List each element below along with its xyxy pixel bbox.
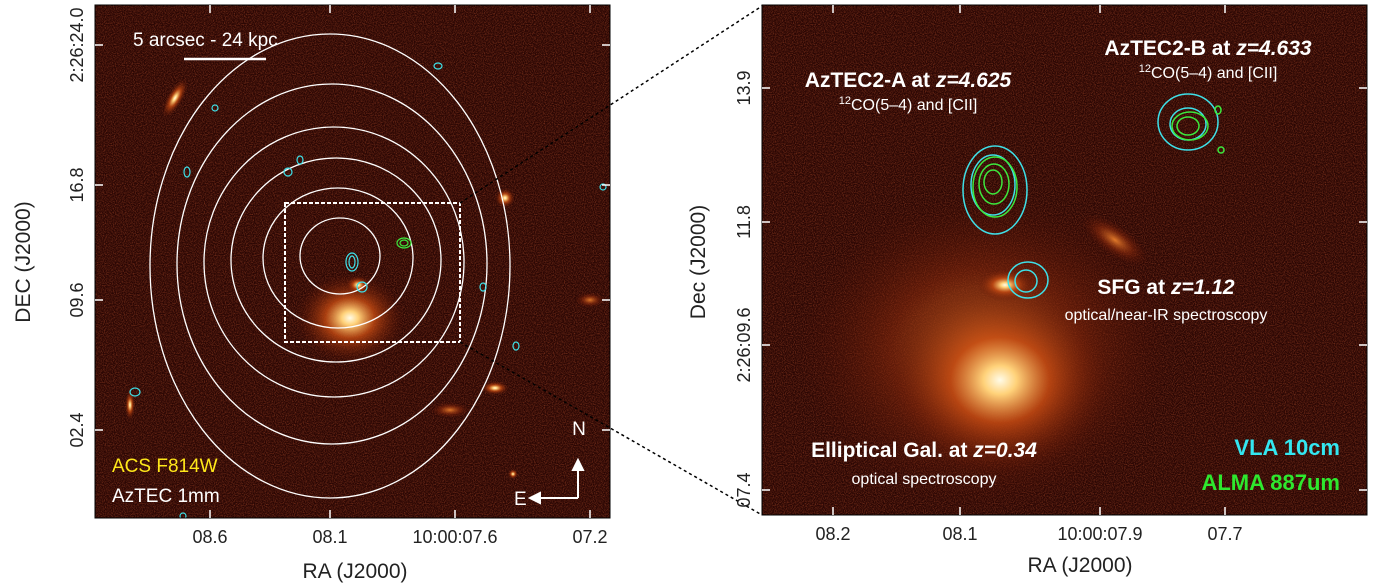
compass-north: N (572, 419, 586, 440)
x-axis-label: RA (J2000) (1027, 554, 1132, 577)
y-tick-label: 02.4 (67, 412, 87, 447)
aztec-contour (299, 217, 381, 295)
compass (527, 457, 585, 505)
x-tick-label: 07.2 (572, 527, 607, 547)
x-tick-label: 08.6 (192, 527, 227, 547)
x-axis-label: RA (J2000) (302, 560, 407, 583)
galaxy (125, 390, 135, 420)
x-tick-label: 08.1 (942, 524, 977, 544)
x-tick-label: 08.2 (815, 524, 850, 544)
zoom-box (284, 202, 461, 343)
galaxy (481, 381, 509, 395)
legend-item: AzTEC 1mm (112, 486, 220, 507)
y-tick-label: 11.8 (734, 205, 754, 239)
alma-contours (972, 105, 1225, 218)
source-note: optical spectroscopy (852, 471, 997, 488)
source-lines: 12CO(5–4) and [CII] (1139, 63, 1278, 82)
aztec-contour (230, 157, 442, 363)
source-label: Elliptical Gal. at z=0.34 (811, 439, 1037, 462)
noise (95, 5, 610, 518)
y-axis-label: Dec (J2000) (687, 205, 710, 319)
source-lines: 12CO(5–4) and [CII] (839, 95, 978, 114)
left-image (95, 5, 610, 518)
right-image (762, 5, 1367, 515)
galaxy (430, 402, 470, 418)
elliptical-galaxy (890, 285, 1110, 475)
right-ticks: 08.2 08.1 10:00:07.9 07.7 13.9 11.8 2:26:09.6 0… (734, 5, 1367, 544)
left-ticks: 08.6 08.1 10:00:07.6 07.2 2:26:24.0 16.8 09.6 0… (67, 5, 610, 547)
scale-label: 5 arcsec - 24 kpc (133, 30, 278, 51)
elliptical-galaxy (295, 273, 405, 363)
vla-contours (129, 62, 607, 518)
right-frame (761, 4, 1368, 516)
aztec-contour (262, 187, 414, 329)
source-note: optical/near-IR spectroscopy (1065, 307, 1268, 324)
x-tick-label: 10:00:07.6 (412, 527, 497, 547)
aztec-contour (149, 33, 511, 499)
galaxy (575, 292, 605, 308)
sfg (977, 269, 1033, 301)
y-tick-label: 13.9 (734, 70, 754, 105)
x-tick-label: 07.7 (1207, 524, 1242, 544)
legend-item: ACS F814W (112, 456, 218, 477)
connector (459, 341, 763, 516)
galaxy (508, 469, 518, 479)
y-tick-label: 07.4 (734, 472, 754, 507)
y-tick-label: 09.6 (67, 282, 87, 317)
x-tick-label: 08.1 (312, 527, 347, 547)
compass-east: E (514, 489, 527, 510)
y-axis-label: DEC (J2000) (12, 201, 35, 322)
connector (459, 5, 763, 204)
x-tick-label: 10:00:07.9 (1057, 524, 1142, 544)
legend-item: ALMA 887um (1201, 470, 1340, 495)
y-tick-label: 2:26:24.0 (67, 7, 87, 82)
source-label: AzTEC2-A at z=4.625 (805, 69, 1012, 92)
galaxy (1080, 213, 1150, 267)
y-tick-label: 16.8 (67, 167, 87, 202)
alma-contours (396, 237, 412, 249)
aztec-contour (203, 126, 465, 398)
legend-item: VLA 10cm (1234, 435, 1340, 460)
left-frame (94, 4, 611, 519)
source-label: AzTEC2-B at z=4.633 (1104, 37, 1311, 60)
aztec-contours (149, 33, 511, 499)
source-label: SFG at z=1.12 (1097, 276, 1234, 299)
aztec-contour (176, 83, 488, 445)
vla-contours (962, 93, 1219, 299)
galaxy (162, 78, 188, 118)
galaxy (495, 188, 515, 208)
y-tick-label: 2:26:09.6 (734, 307, 754, 382)
